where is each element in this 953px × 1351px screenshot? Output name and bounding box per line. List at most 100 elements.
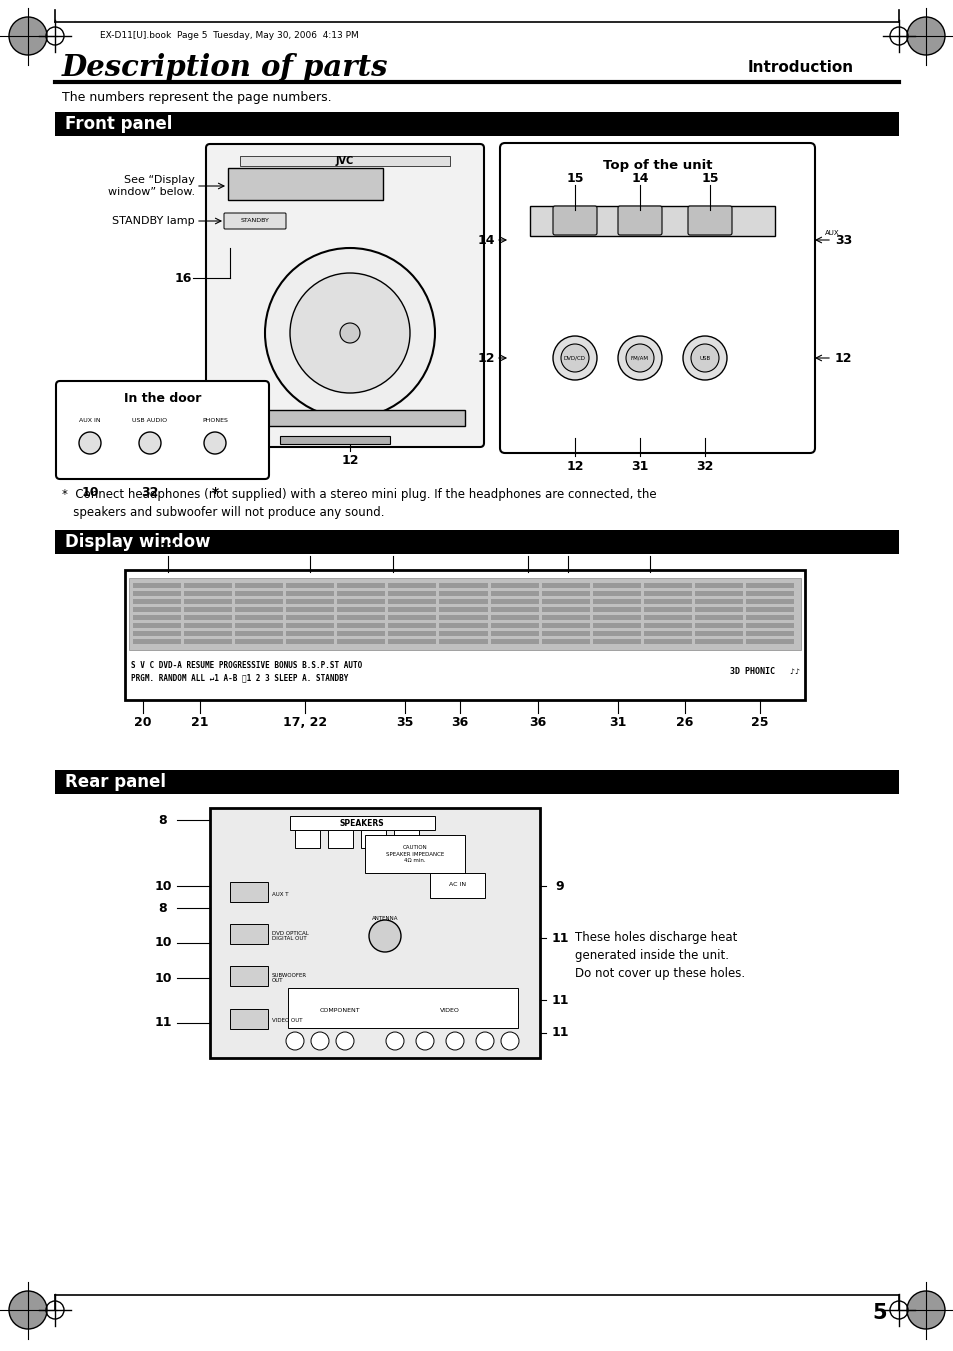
Circle shape <box>9 18 47 55</box>
Bar <box>592 631 640 636</box>
Bar <box>286 631 334 636</box>
Text: 12: 12 <box>566 459 583 473</box>
Bar <box>694 598 742 604</box>
Text: 35: 35 <box>395 716 414 728</box>
Bar <box>234 639 283 644</box>
Text: STANDBY lamp: STANDBY lamp <box>112 216 194 226</box>
Bar <box>125 570 804 700</box>
Bar <box>210 808 539 1058</box>
Text: 10: 10 <box>154 971 172 985</box>
Text: JVC: JVC <box>335 155 354 166</box>
Circle shape <box>79 432 101 454</box>
Text: USB AUDIO: USB AUDIO <box>132 417 168 423</box>
Bar <box>541 590 589 596</box>
Bar <box>592 623 640 628</box>
Text: 20: 20 <box>134 716 152 728</box>
Bar <box>230 924 268 944</box>
Text: VIDEO OUT: VIDEO OUT <box>272 1019 302 1024</box>
Bar <box>490 590 538 596</box>
Bar <box>439 639 487 644</box>
Text: 18: 18 <box>301 542 318 554</box>
Text: STANDBY: STANDBY <box>240 219 269 223</box>
Circle shape <box>286 1032 304 1050</box>
Circle shape <box>369 920 400 952</box>
Bar <box>541 598 589 604</box>
Text: 25: 25 <box>750 716 768 728</box>
Text: 17, 22: 17, 22 <box>283 716 327 728</box>
FancyBboxPatch shape <box>618 205 661 235</box>
Text: 32: 32 <box>696 459 713 473</box>
Bar <box>643 598 691 604</box>
Text: 26: 26 <box>676 716 693 728</box>
Text: Introduction: Introduction <box>747 61 853 76</box>
Bar <box>490 584 538 588</box>
Bar <box>541 615 589 620</box>
Text: FM/AM: FM/AM <box>630 355 648 361</box>
Circle shape <box>9 1292 47 1329</box>
Bar <box>290 816 435 830</box>
Bar <box>745 615 793 620</box>
Bar <box>360 830 386 848</box>
Bar <box>643 590 691 596</box>
Bar <box>541 631 589 636</box>
Circle shape <box>682 336 726 380</box>
Bar <box>132 615 181 620</box>
Bar <box>337 623 385 628</box>
Bar <box>286 623 334 628</box>
Bar <box>541 607 589 612</box>
Bar <box>234 615 283 620</box>
Text: *  Connect headphones (not supplied) with a stereo mini plug. If the headphones : * Connect headphones (not supplied) with… <box>62 488 656 519</box>
Bar <box>745 623 793 628</box>
Bar <box>234 607 283 612</box>
Text: 12: 12 <box>341 454 358 466</box>
Bar <box>184 598 232 604</box>
Circle shape <box>476 1032 494 1050</box>
Text: 12: 12 <box>834 351 852 365</box>
Text: ANTENNA: ANTENNA <box>372 916 397 920</box>
Circle shape <box>500 1032 518 1050</box>
Text: 10: 10 <box>81 486 99 500</box>
Text: These holes discharge heat
generated inside the unit.
Do not cover up these hole: These holes discharge heat generated ins… <box>575 931 744 981</box>
Text: S V C DVD-A RESUME PROGRESSIVE BONUS B.S.P.ST AUTO: S V C DVD-A RESUME PROGRESSIVE BONUS B.S… <box>131 662 362 670</box>
Bar <box>745 598 793 604</box>
Bar <box>694 590 742 596</box>
Bar <box>745 590 793 596</box>
Bar <box>694 623 742 628</box>
Bar <box>132 607 181 612</box>
Text: SPEAKERS: SPEAKERS <box>339 819 384 828</box>
Bar <box>55 530 898 554</box>
Bar <box>337 598 385 604</box>
Text: 8: 8 <box>158 813 167 827</box>
Bar <box>184 631 232 636</box>
Bar <box>541 623 589 628</box>
Text: 15: 15 <box>566 172 583 185</box>
Text: Rear panel: Rear panel <box>65 773 166 790</box>
Bar <box>234 598 283 604</box>
Text: DVD OPTICAL
DIGITAL OUT: DVD OPTICAL DIGITAL OUT <box>272 931 309 942</box>
Bar <box>439 584 487 588</box>
Bar <box>228 168 382 200</box>
Bar <box>430 873 484 898</box>
Bar <box>132 598 181 604</box>
Text: Display window: Display window <box>65 534 211 551</box>
Bar <box>592 607 640 612</box>
Text: PRGM. RANDOM ALL ↵1 A-B ⌛1 2 3 SLEEP A. STANDBY: PRGM. RANDOM ALL ↵1 A-B ⌛1 2 3 SLEEP A. … <box>131 674 348 682</box>
FancyBboxPatch shape <box>56 381 269 480</box>
Text: *: * <box>212 486 218 500</box>
Text: 16: 16 <box>174 272 192 285</box>
Text: COMPONENT: COMPONENT <box>319 1008 360 1012</box>
Bar <box>240 155 450 166</box>
Bar <box>745 639 793 644</box>
Text: 8: 8 <box>158 901 167 915</box>
Bar <box>129 578 801 650</box>
Text: The numbers represent the page numbers.: The numbers represent the page numbers. <box>62 92 332 104</box>
Bar <box>643 623 691 628</box>
Bar <box>286 584 334 588</box>
Bar <box>286 598 334 604</box>
Bar <box>220 409 464 426</box>
FancyBboxPatch shape <box>687 205 731 235</box>
FancyBboxPatch shape <box>553 205 597 235</box>
Bar <box>439 615 487 620</box>
Bar <box>643 615 691 620</box>
Circle shape <box>553 336 597 380</box>
